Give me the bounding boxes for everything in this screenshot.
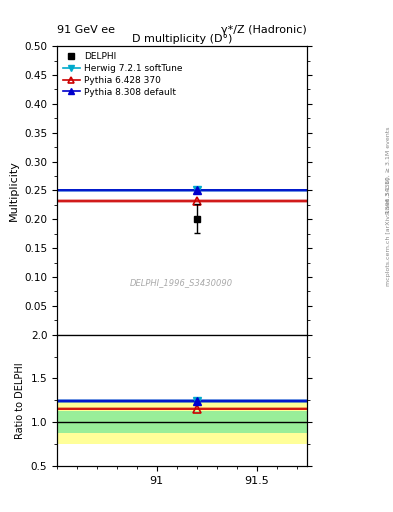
Y-axis label: Multiplicity: Multiplicity [9, 160, 18, 221]
Text: DELPHI_1996_S3430090: DELPHI_1996_S3430090 [130, 278, 233, 287]
Text: Rivet 3.1.10, ≥ 3.1M events: Rivet 3.1.10, ≥ 3.1M events [386, 126, 391, 214]
Text: 91 GeV ee: 91 GeV ee [57, 25, 115, 35]
Y-axis label: Ratio to DELPHI: Ratio to DELPHI [15, 362, 25, 439]
Title: D multiplicity (D°): D multiplicity (D°) [132, 34, 232, 44]
Text: γ*/Z (Hadronic): γ*/Z (Hadronic) [221, 25, 307, 35]
Text: mcplots.cern.ch [arXiv:1306.3436]: mcplots.cern.ch [arXiv:1306.3436] [386, 177, 391, 286]
Legend: DELPHI, Herwig 7.2.1 softTune, Pythia 6.428 370, Pythia 8.308 default: DELPHI, Herwig 7.2.1 softTune, Pythia 6.… [61, 51, 184, 98]
